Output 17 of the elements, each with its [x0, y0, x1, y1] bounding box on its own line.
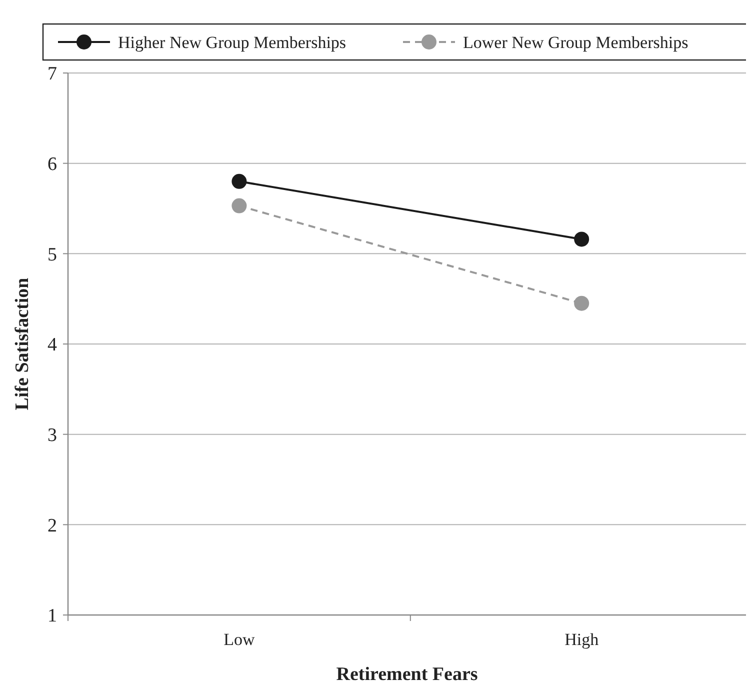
y-tick-label: 2: [48, 515, 57, 536]
point: [574, 232, 590, 247]
y-tick-label: 5: [48, 244, 57, 266]
point: [574, 296, 590, 311]
point: [232, 198, 247, 214]
legend-label: Higher New Group Memberships: [118, 32, 346, 52]
y-tick-label: 4: [48, 334, 58, 356]
y-tick-label: 3: [48, 424, 57, 446]
point: [232, 174, 247, 189]
legend-label: Lower New Group Memberships: [463, 32, 688, 52]
y-tick-label: 6: [48, 154, 57, 175]
x-tick-label: Low: [224, 630, 256, 649]
x-axis-title: Retirement Fears: [336, 664, 478, 685]
y-axis-title: Life Satisfaction: [12, 277, 33, 410]
x-tick-label: High: [564, 630, 600, 649]
y-tick-label: 7: [48, 64, 57, 85]
y-tick-label: 1: [48, 606, 57, 627]
